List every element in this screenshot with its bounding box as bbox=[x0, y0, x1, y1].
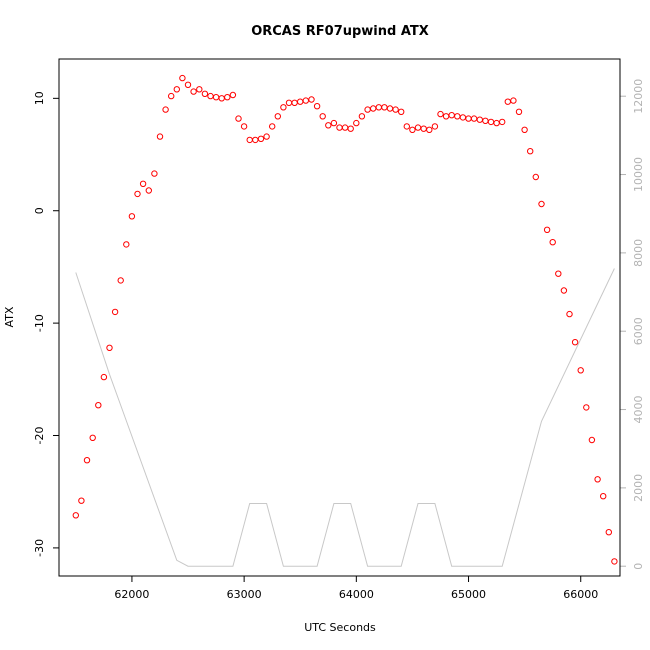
data-point bbox=[263, 133, 270, 140]
x-tick-label: 65000 bbox=[451, 588, 486, 601]
data-point bbox=[196, 86, 203, 93]
data-point bbox=[409, 126, 416, 134]
y-tick-label: 0 bbox=[33, 207, 46, 214]
y2-tick-label: 6000 bbox=[632, 317, 645, 345]
data-point bbox=[89, 434, 96, 441]
data-point bbox=[398, 108, 405, 116]
x-axis-label: UTC Seconds bbox=[304, 621, 376, 634]
data-point bbox=[499, 118, 506, 126]
data-point bbox=[325, 122, 332, 129]
data-point bbox=[156, 133, 164, 140]
data-point bbox=[274, 113, 281, 120]
data-point bbox=[111, 308, 119, 316]
data-point bbox=[280, 104, 287, 111]
y-tick-label: 10 bbox=[33, 91, 46, 105]
data-point bbox=[583, 404, 590, 411]
data-point bbox=[437, 110, 444, 118]
data-point bbox=[588, 436, 596, 444]
data-point bbox=[106, 344, 113, 351]
plot-frame bbox=[58, 58, 621, 577]
data-point bbox=[392, 106, 399, 113]
data-point bbox=[229, 91, 237, 99]
data-point bbox=[353, 119, 360, 127]
x-tick-label: 66000 bbox=[563, 588, 598, 601]
data-point bbox=[313, 103, 321, 110]
data-point bbox=[269, 123, 276, 130]
data-point bbox=[600, 493, 607, 500]
y2-tick-label: 12000 bbox=[632, 79, 645, 114]
data-point bbox=[605, 529, 612, 536]
data-point bbox=[515, 108, 523, 116]
data-point bbox=[173, 86, 181, 93]
data-point bbox=[611, 558, 618, 565]
data-point bbox=[151, 170, 158, 177]
data-point bbox=[145, 187, 153, 194]
x-tick-label: 64000 bbox=[339, 588, 374, 601]
data-point bbox=[78, 497, 85, 504]
data-point bbox=[594, 476, 601, 483]
plot-area: 62000 63000 64000 65000 66000 10 0 -10 -20 -30 0 20… bbox=[33, 74, 645, 601]
data-point bbox=[235, 115, 242, 122]
data-point bbox=[330, 119, 338, 127]
data-point bbox=[184, 81, 192, 89]
data-point bbox=[168, 92, 175, 100]
data-point bbox=[319, 113, 326, 120]
altitude-line bbox=[75, 268, 615, 567]
y-tick-label: -10 bbox=[33, 314, 46, 332]
data-point bbox=[571, 339, 579, 346]
data-point bbox=[566, 310, 573, 318]
data-point bbox=[347, 125, 354, 132]
data-point bbox=[538, 200, 545, 208]
y2-tick-label: 8000 bbox=[632, 239, 645, 267]
data-point bbox=[543, 226, 551, 234]
data-point bbox=[549, 239, 556, 246]
data-point bbox=[577, 367, 584, 374]
y-axis-label: ATX bbox=[3, 306, 16, 327]
data-point bbox=[179, 74, 186, 82]
data-point bbox=[117, 277, 124, 284]
data-point bbox=[426, 126, 433, 134]
data-point bbox=[527, 148, 534, 155]
y-tick-label: -30 bbox=[33, 539, 46, 557]
data-point bbox=[532, 173, 539, 181]
data-point bbox=[190, 88, 197, 95]
x-tick-label: 62000 bbox=[114, 588, 149, 601]
chart-title: ORCAS RF07upwind ATX bbox=[251, 24, 429, 39]
data-point bbox=[72, 512, 80, 519]
data-point bbox=[139, 180, 147, 188]
data-point bbox=[431, 123, 439, 130]
data-point bbox=[83, 457, 91, 464]
data-point bbox=[510, 97, 517, 104]
y2-tick-label: 2000 bbox=[632, 474, 645, 502]
data-point bbox=[257, 135, 265, 143]
y2-tick-label: 4000 bbox=[632, 396, 645, 424]
y2-tick-label: 0 bbox=[632, 563, 645, 570]
y-tick-label: -20 bbox=[33, 427, 46, 445]
data-point bbox=[95, 402, 102, 409]
data-point bbox=[560, 287, 568, 294]
data-point bbox=[308, 96, 315, 103]
data-point bbox=[201, 90, 209, 98]
data-point bbox=[134, 190, 141, 198]
data-point bbox=[100, 373, 108, 381]
data-point bbox=[240, 123, 248, 130]
data-point bbox=[358, 113, 366, 120]
data-point bbox=[403, 123, 410, 130]
x-tick-label: 63000 bbox=[227, 588, 262, 601]
data-point bbox=[224, 94, 231, 101]
data-point bbox=[521, 126, 528, 134]
data-point bbox=[123, 241, 130, 248]
data-point bbox=[128, 213, 136, 220]
y2-tick-label: 10000 bbox=[632, 157, 645, 192]
data-point bbox=[162, 106, 169, 113]
data-point bbox=[555, 270, 562, 277]
